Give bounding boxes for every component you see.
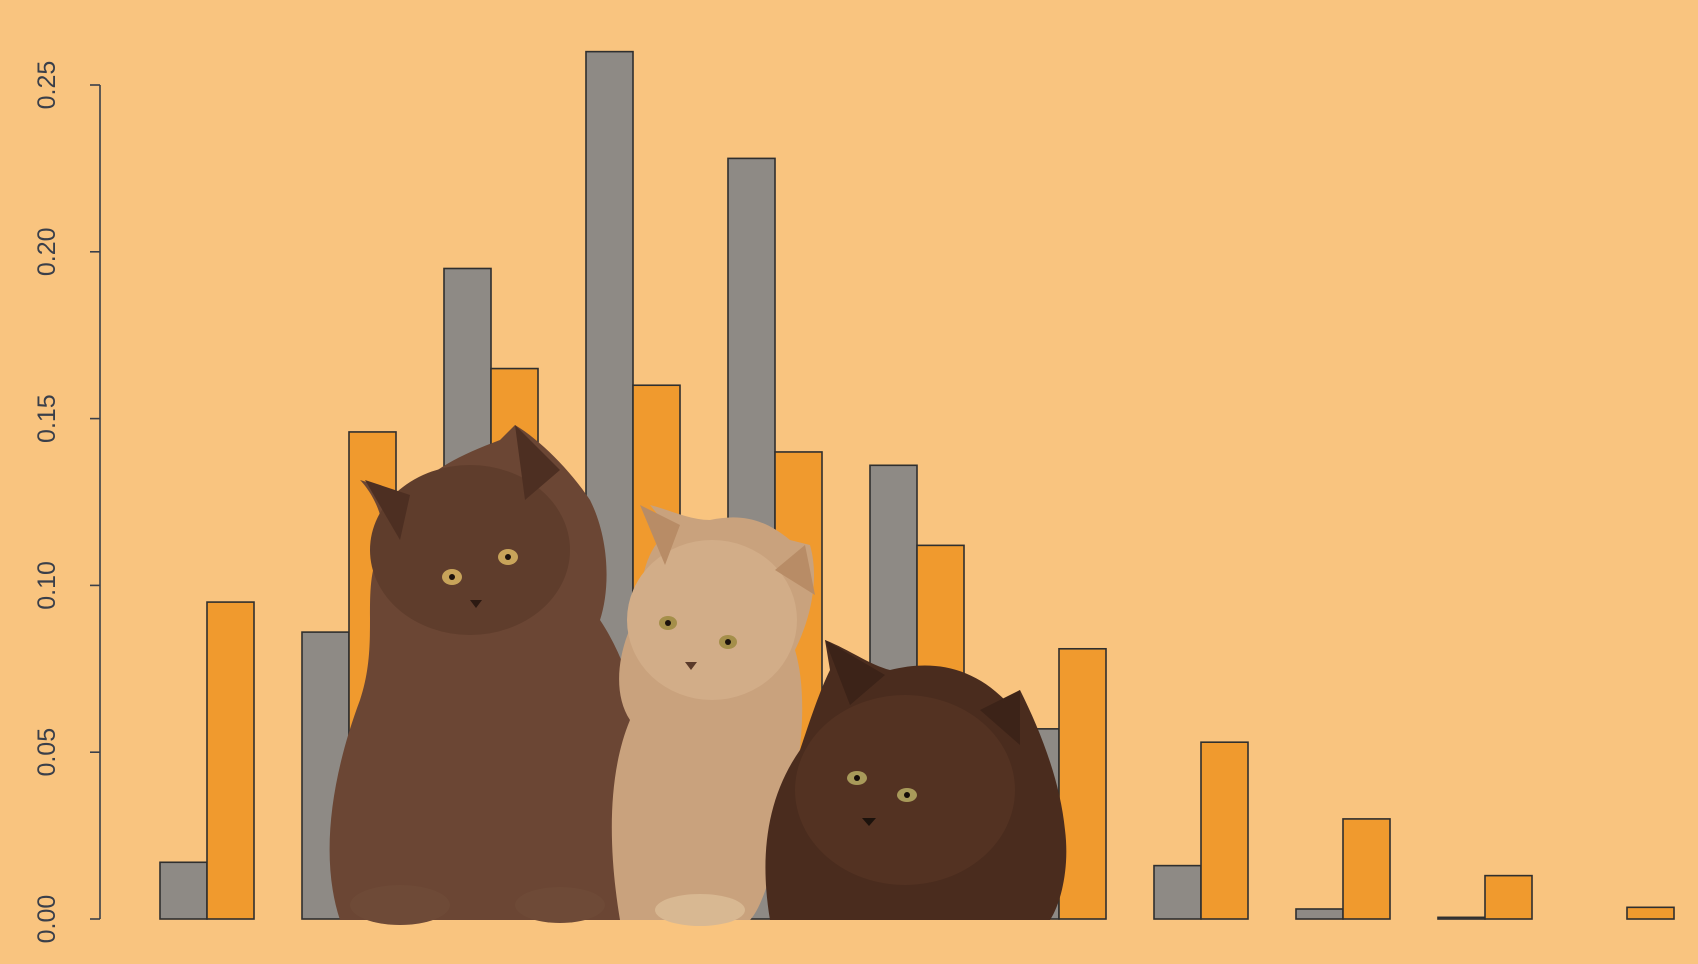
bar-gray	[1437, 916, 1486, 920]
y-tick-label: 0.10	[33, 561, 61, 610]
bar-gray	[1153, 864, 1202, 920]
kittens-image	[329, 425, 1067, 926]
kitten-right	[765, 640, 1067, 920]
bar-orange	[1200, 741, 1249, 920]
y-axis: 0.00 0.05 0.10 0.15 0.20 0.25	[33, 61, 101, 944]
y-tick-label: 0.00	[33, 895, 61, 944]
y-tick-label: 0.05	[33, 728, 61, 777]
bar-orange	[1342, 818, 1391, 920]
bar-orange	[1484, 874, 1533, 920]
bar-gray	[159, 861, 208, 920]
y-tick-label: 0.15	[33, 394, 61, 443]
y-tick-label: 0.20	[33, 227, 61, 276]
bar-orange	[1058, 647, 1107, 920]
kitten-middle	[611, 505, 815, 926]
bar-gray	[1295, 908, 1344, 920]
bar-orange	[1626, 906, 1675, 920]
bar-orange	[206, 601, 255, 920]
y-tick-label: 0.25	[33, 61, 61, 110]
kitten-left	[329, 425, 644, 925]
